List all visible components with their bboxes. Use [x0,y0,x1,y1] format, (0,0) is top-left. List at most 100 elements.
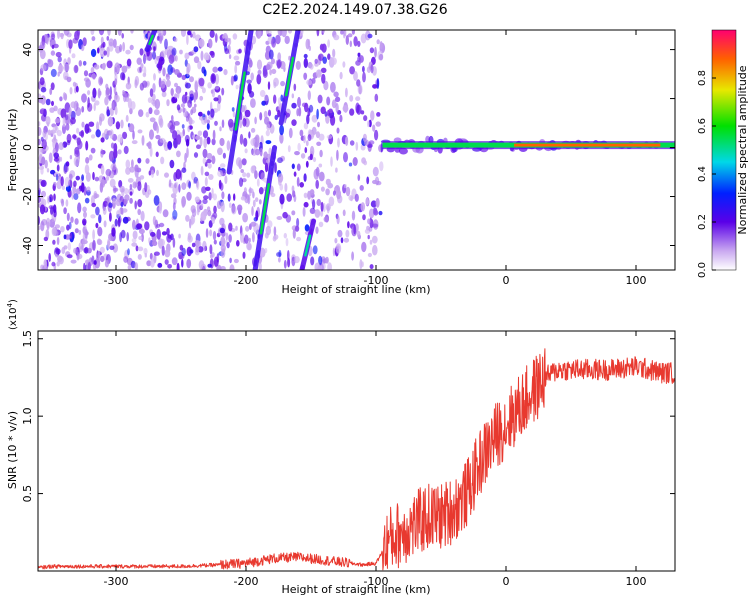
noise-blob [202,130,209,139]
noise-blob [67,57,71,65]
noise-blob [277,157,283,164]
noise-blob [174,93,178,99]
noise-blob [244,234,249,244]
noise-blob [180,103,185,108]
noise-blob [207,82,212,89]
noise-blob [69,155,73,160]
noise-blob [189,90,194,98]
noise-blob [149,252,153,260]
noise-blob [50,82,55,91]
noise-blob [127,264,132,270]
noise-blob [273,77,279,87]
noise-blob [186,63,191,73]
noise-blob [75,175,81,181]
noise-blob [213,205,217,214]
noise-blob [76,137,82,146]
noise-blob [202,148,208,159]
noise-blob [56,261,60,267]
colorbar-tick-label: 0.8 [697,70,708,86]
noise-blob [248,237,251,243]
noise-blob [109,61,113,67]
noise-blob [38,225,41,230]
noise-blob [125,114,129,123]
noise-blob [326,134,333,139]
noise-blob [50,206,54,215]
noise-blob [348,195,354,201]
noise-blob [85,140,89,151]
noise-blob [345,229,350,238]
noise-blob [138,228,145,235]
noise-blob [358,55,364,63]
noise-blob [266,123,271,131]
noise-blob [194,103,197,108]
noise-blob [184,134,190,143]
spectrogram-x-ticks: -300 -200 -100 0 100 [104,30,647,287]
noise-blob [90,67,95,74]
noise-blob [340,237,344,244]
noise-blob [122,91,127,103]
noise-blob [132,181,137,189]
noise-blob [358,84,362,95]
noise-blob [103,179,108,184]
noise-blob [228,234,232,243]
noise-blob [190,216,194,226]
noise-blob [255,210,259,221]
noise-blob [51,100,54,107]
noise-blob [206,136,211,145]
x-tick-label: -200 [234,274,259,287]
noise-blob [311,130,315,138]
noise-blob [309,207,316,214]
noise-blob [355,96,361,102]
noise-blob [155,134,161,140]
noise-blob [252,199,256,208]
noise-blob [210,89,214,94]
noise-blob [157,262,163,268]
noise-blob [374,93,379,102]
noise-blob [266,61,273,70]
noise-blob [211,138,216,146]
noise-blob [233,55,240,61]
noise-blob [78,242,84,250]
streak-core [234,71,246,131]
noise-blob [229,257,232,264]
noise-blob [299,182,305,188]
noise-blob [86,128,92,133]
noise-blob [342,105,349,113]
noise-blob [197,130,203,136]
noise-blob [303,72,308,81]
noise-blob [41,36,45,43]
noise-blob [129,183,133,191]
noise-blob [347,221,350,229]
noise-blob [173,37,178,42]
noise-blob [372,166,379,177]
noise-blob [185,91,188,96]
noise-blob [76,251,80,261]
noise-blob [277,97,281,106]
noise-blob [337,229,343,238]
noise-blob [39,204,46,215]
noise-blob [164,249,171,258]
noise-blob [65,123,70,131]
noise-blob [355,102,360,114]
noise-blob [305,140,309,147]
noise-blob [305,160,309,168]
noise-blob [270,192,276,198]
noise-blob [48,252,51,262]
noise-blob [203,195,209,200]
noise-blob [66,254,73,259]
noise-blob [380,142,383,153]
noise-blob [82,60,87,66]
noise-blob [108,94,112,102]
noise-blob [49,38,56,48]
y-tick-label: -40 [21,237,34,255]
noise-blob [181,124,185,129]
noise-blob [281,30,287,38]
noise-blob [214,85,220,90]
noise-blob [82,218,87,226]
noise-blob [306,79,313,86]
noise-blob [251,149,257,156]
colorbar-tick-label: 0.4 [697,166,708,182]
noise-blob [343,237,350,243]
noise-blob [247,83,252,94]
